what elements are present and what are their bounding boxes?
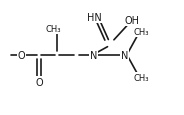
Text: N: N [121,50,129,60]
Text: O: O [35,78,43,87]
Text: O: O [18,50,26,60]
Text: HN: HN [87,13,102,23]
Text: CH₃: CH₃ [134,73,149,82]
Text: CH₃: CH₃ [46,25,61,34]
Text: OH: OH [125,16,140,26]
Text: CH₃: CH₃ [134,28,149,37]
Text: N: N [90,50,98,60]
